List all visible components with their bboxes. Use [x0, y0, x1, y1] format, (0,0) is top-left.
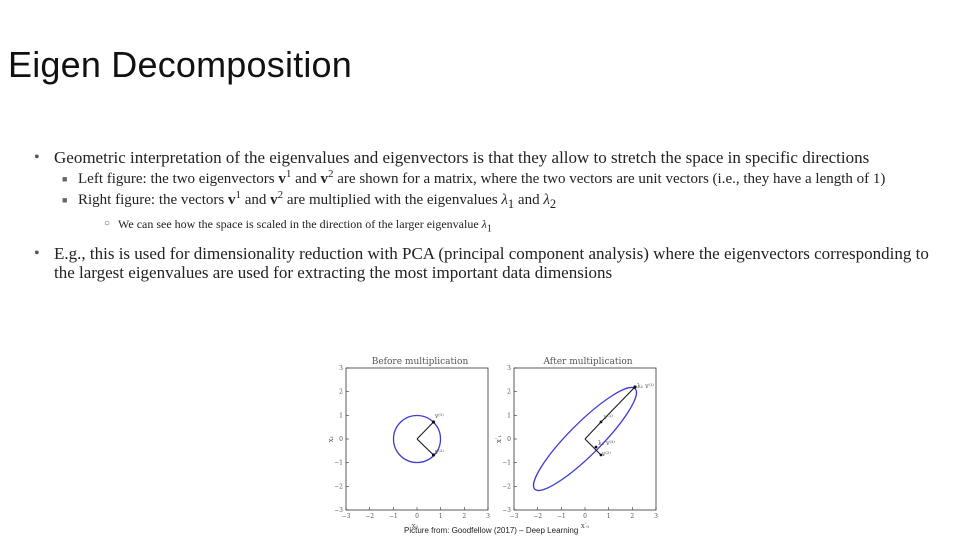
subsubbullet-scaling: ○ We can see how the space is scaled in …	[104, 217, 939, 236]
right-y-tick-label: 1	[507, 412, 511, 419]
subbullet-text: and	[514, 192, 544, 208]
image-credit: Picture from: Goodfellow (2017) – Deep L…	[404, 526, 579, 535]
lambda1-arrowhead	[633, 385, 637, 389]
right-v1-arrow	[584, 421, 602, 440]
left-x-tick-label: 3	[486, 513, 490, 520]
lambda2-arrowhead	[594, 445, 598, 449]
right-x-tick-label: 0	[583, 513, 587, 520]
v1-arrow	[416, 421, 434, 440]
left-y-tick-label: 1	[339, 412, 343, 419]
subscript: 1	[486, 223, 492, 235]
subbullet-text: are multiplied with the eigenvalues	[283, 192, 502, 208]
left-v1-label: v⁽¹⁾	[434, 413, 444, 420]
bullet-pca: E.g., this is used for dimensionality re…	[34, 244, 939, 282]
right-x-tick-label: −3	[510, 513, 519, 520]
lambda-symbol: λ	[501, 192, 508, 208]
vector-v: v	[278, 171, 286, 187]
circle-bullet-icon: ○	[104, 218, 111, 229]
left-x-tick-label: 2	[462, 513, 466, 520]
left-y-tick-label: 2	[339, 389, 343, 396]
right-v1-arrowhead	[599, 420, 603, 424]
superscript: 1	[235, 189, 241, 201]
left-x-tick-label: −3	[342, 513, 351, 520]
v2-arrowhead	[431, 453, 436, 457]
square-bullet-icon: ■	[62, 174, 68, 184]
subbullet-text: Right figure: the vectors	[78, 192, 228, 208]
right-x-tick-label: −2	[533, 513, 542, 520]
right-lam1-label: λ₁ v⁽¹⁾	[637, 383, 654, 390]
subbullet-right-figure: ■ Right figure: the vectors v1 and v2 ar…	[62, 189, 939, 213]
subscript: 2	[549, 197, 557, 211]
left-v2-label: v⁽²⁾	[434, 449, 444, 456]
vector-v: v	[270, 192, 278, 208]
left-panel-title: Before multiplication	[372, 357, 469, 367]
left-x-tick-label: 0	[415, 513, 419, 520]
lambda1-v1-arrow	[600, 386, 636, 423]
eigenvector-figure: Before multiplication −3−3−2−2−1−1001122…	[327, 357, 658, 530]
right-x-tick-label: −1	[557, 513, 566, 520]
unit-circle	[392, 414, 442, 464]
vector-v: v	[227, 192, 236, 208]
v2-arrow	[416, 438, 434, 456]
subbullet-text: Left figure: the two eigenvectors	[78, 171, 279, 187]
lambda-symbol: λ	[481, 217, 487, 231]
right-ylabel: x′₁	[495, 435, 503, 444]
left-ylabel: x₁	[327, 435, 335, 442]
right-y-tick-label: −3	[502, 507, 511, 514]
subbullet-text: and	[291, 171, 321, 187]
bullet-list: Geometric interpretation of the eigenval…	[34, 148, 939, 286]
bullet-text: Geometric interpretation of the eigenval…	[54, 148, 870, 167]
right-x-tick-label: 1	[607, 513, 611, 520]
left-x-tick-label: −1	[389, 513, 398, 520]
right-v1-label: v⁽¹⁾	[603, 414, 613, 421]
right-xlabel: x′₀	[581, 522, 590, 530]
superscript: 2	[277, 189, 284, 201]
left-y-tick-label: 3	[339, 365, 343, 372]
superscript: 2	[328, 168, 334, 180]
right-v2-label: v⁽²⁾	[601, 451, 611, 458]
subbullet-left-figure: ■ Left figure: the two eigenvectors v1 a…	[62, 168, 939, 188]
left-x-tick-label: −2	[365, 513, 374, 520]
right-lam2-label: λ₂ v⁽²⁾	[598, 440, 615, 447]
square-bullet-icon: ■	[62, 195, 68, 205]
right-v2-arrowhead	[599, 453, 603, 457]
right-y-tick-label: −2	[502, 483, 511, 490]
left-y-tick-label: −2	[334, 483, 343, 490]
subsubbullet-text: We can see how the space is scaled in th…	[118, 217, 482, 231]
bullet-text: E.g., this is used for dimensionality re…	[54, 244, 929, 283]
left-y-tick-label: −1	[334, 460, 343, 467]
subbullet-text: are shown for a matrix, where the two ve…	[333, 171, 886, 187]
subbullet-text: and	[240, 192, 271, 208]
right-y-tick-label: −1	[502, 460, 511, 467]
v1-arrowhead	[431, 420, 436, 424]
vector-v: v	[320, 171, 329, 187]
right-x-tick-label: 3	[654, 513, 658, 520]
right-panel-title: After multiplication	[542, 357, 632, 367]
left-y-tick-label: −3	[334, 507, 343, 514]
superscript: 1	[285, 168, 292, 180]
left-x-tick-label: 1	[439, 513, 443, 520]
right-y-tick-label: 2	[507, 389, 511, 396]
right-axis-ticks: −3−3 −2 −2 −1 −1 0 0 1 1 2 2 3 3	[502, 365, 658, 520]
left-xlabel: x₀	[412, 522, 419, 530]
left-axis-ticks: −3−3 −2 −2 −1 −1 0 0 1 1 2 2 3 3	[334, 365, 490, 520]
left-y-tick-label: 0	[339, 436, 343, 443]
right-x-tick-label: 2	[630, 513, 634, 520]
subscript: 1	[507, 197, 515, 211]
bullet-geometric-interpretation: Geometric interpretation of the eigenval…	[34, 148, 939, 167]
right-v2-arrow	[584, 438, 602, 456]
lambda-symbol: λ	[543, 192, 550, 208]
right-y-tick-label: 3	[507, 365, 511, 372]
right-y-tick-label: 0	[507, 436, 511, 443]
slide-title: Eigen Decomposition	[8, 44, 352, 85]
